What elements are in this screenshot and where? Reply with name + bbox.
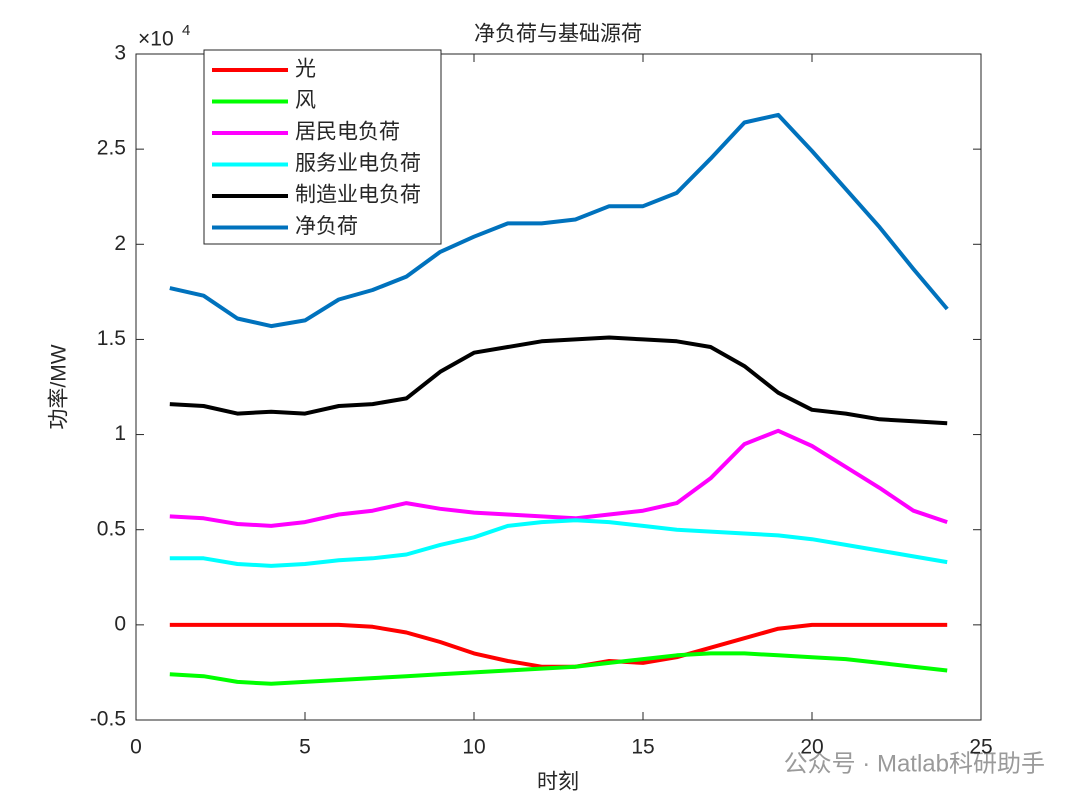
y-tick-label: 2.5 <box>97 137 126 160</box>
series-line <box>169 112 949 329</box>
legend-label: 服务业电负荷 <box>295 152 421 175</box>
series-line <box>169 622 948 669</box>
x-tick-label: 25 <box>969 736 992 759</box>
y-tick-label: 0 <box>114 612 126 635</box>
y-axis-label: 功率/MW <box>48 344 71 429</box>
series-line <box>169 335 948 426</box>
y-tick-label: 1 <box>114 422 126 445</box>
legend-label: 风 <box>295 89 316 112</box>
legend-box <box>203 49 442 245</box>
legend-label: 光 <box>295 58 316 81</box>
axes-box <box>135 53 982 721</box>
y-tick-label: -0.5 <box>90 708 126 731</box>
chart-title: 净负荷与基础源荷 <box>474 23 642 46</box>
x-tick-label: 5 <box>299 736 311 759</box>
legend-label: 居民电负荷 <box>295 121 400 144</box>
x-tick-label: 10 <box>462 736 485 759</box>
y-tick-label: 1.5 <box>97 327 126 350</box>
legend-label: 净负荷 <box>295 215 358 238</box>
series-line <box>169 651 948 686</box>
y-tick-label: 2 <box>114 232 126 255</box>
x-tick-label: 15 <box>631 736 654 759</box>
series-line <box>169 428 948 528</box>
watermark: 公众号 · Matlab科研助手 <box>784 750 1045 777</box>
y-tick-label: 3 <box>114 42 126 65</box>
x-axis-label: 时刻 <box>537 771 579 794</box>
x-tick-label: 0 <box>130 736 142 759</box>
legend-label: 制造业电负荷 <box>295 184 421 207</box>
series-line <box>169 518 948 568</box>
x-tick-label: 20 <box>800 736 823 759</box>
y-multiplier: ×10 <box>138 28 174 51</box>
y-multiplier-exponent: 4 <box>182 22 190 39</box>
y-tick-label: 0.5 <box>97 517 126 540</box>
